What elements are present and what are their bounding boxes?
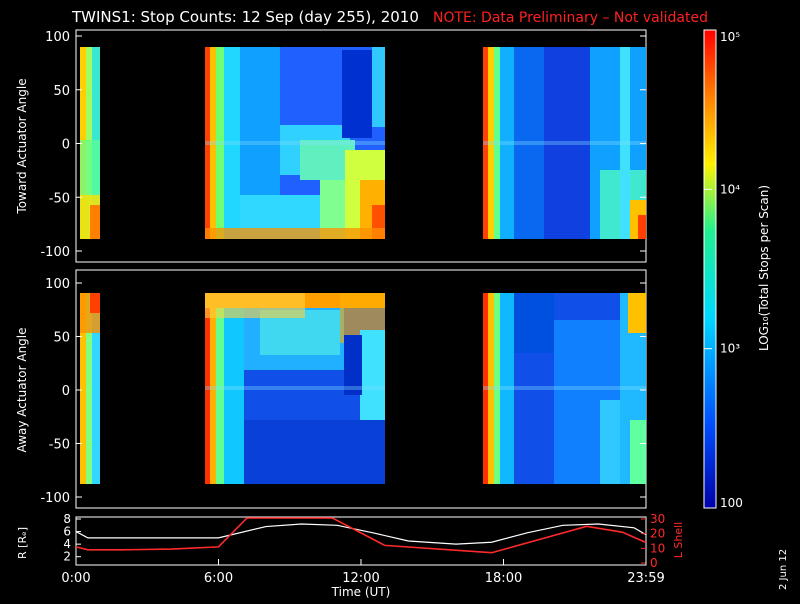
colorbar-tick-label: 10⁴ <box>720 182 740 196</box>
colorbar-label: LOG₁₀(Total Stops per Scan) <box>757 185 771 351</box>
chart-title: TWINS1: Stop Counts: 12 Sep (day 255), 2… <box>71 8 419 26</box>
away-heatmap-block <box>210 293 216 484</box>
colorbar: 10⁵ 10⁴ 10³ 100 LOG₁₀(Total Stops per Scan) <box>703 29 771 510</box>
side-date: 2 Jun 12 <box>778 549 789 590</box>
toward-heatmap-block <box>483 141 646 145</box>
lshell-series-line <box>75 517 647 554</box>
orbit-lines <box>75 517 647 554</box>
y-tick-label: 100 <box>45 277 70 292</box>
r-series-line <box>75 523 647 545</box>
lshell-tick-label: 20 <box>650 527 665 541</box>
colorbar-tick-label: 10³ <box>720 342 740 356</box>
toward-heatmap-block <box>210 47 216 239</box>
away-heatmap-block <box>630 420 646 484</box>
x-tick-label: 0:00 <box>61 571 90 586</box>
away-heatmap-block <box>216 293 224 484</box>
away-heatmap-block <box>628 293 646 333</box>
y-tick-label: 50 <box>53 84 70 99</box>
time-x-ticks: 0:00 6:00 12:00 18:00 23:59 <box>61 559 665 586</box>
x-tick-label: 18:00 <box>485 571 522 586</box>
away-heatmap-block <box>500 293 514 484</box>
toward-heatmap-block <box>500 47 514 239</box>
away-heatmap-block <box>205 293 210 484</box>
toward-heatmap-block <box>205 228 385 239</box>
y-tick-label: 100 <box>45 30 70 45</box>
away-heatmap-block <box>483 386 646 390</box>
colorbar-gradient <box>703 29 717 509</box>
away-heatmap-block <box>483 293 488 484</box>
x-tick-label: 6:00 <box>204 571 233 586</box>
y-tick-label: 50 <box>53 331 70 346</box>
away-heatmap-block <box>224 293 244 484</box>
lshell-tick-label: 10 <box>650 541 665 555</box>
lshell-axis-label: L Shell <box>672 522 685 558</box>
away-heatmap-block <box>244 420 385 484</box>
toward-y-ticks: 100 50 0 -50 -100 <box>40 30 646 260</box>
away-heatmap-block <box>514 293 554 353</box>
y-tick-label: -50 <box>49 438 70 453</box>
away-heatmap-block <box>344 335 362 395</box>
toward-heatmap-block <box>488 47 494 239</box>
toward-heatmap-block <box>342 50 372 138</box>
away-heatmap-block <box>360 330 385 430</box>
away-heatmap-block <box>90 293 100 313</box>
r-tick-label: 8 <box>63 512 71 526</box>
toward-heatmap-block <box>514 47 544 239</box>
toward-y-axis-label: Toward Actuator Angle <box>15 78 29 214</box>
lshell-tick-label: 30 <box>650 512 665 526</box>
colorbar-ticks: 10⁵ 10⁴ 10³ 100 <box>704 29 743 510</box>
lshell-tick-label: 0 <box>650 556 658 570</box>
away-y-ticks: 100 50 0 -50 -100 <box>40 277 646 506</box>
time-axis-label: Time (UT) <box>331 585 391 599</box>
toward-heatmap-block <box>205 47 210 239</box>
away-heatmap-block <box>488 293 494 484</box>
y-tick-label: -50 <box>49 191 70 206</box>
x-tick-label: 23:59 <box>627 571 664 586</box>
r-axis-label: R [Rₑ] <box>16 527 29 559</box>
toward-heatmap <box>80 47 646 239</box>
toward-heatmap-block <box>216 47 224 239</box>
toward-heatmap-block <box>494 47 500 239</box>
y-tick-label: -100 <box>40 245 70 260</box>
toward-heatmap-block <box>205 141 385 145</box>
toward-heatmap-block <box>620 47 630 239</box>
toward-heatmap-block <box>483 47 488 239</box>
colorbar-tick-label: 100 <box>720 496 743 510</box>
away-heatmap-block <box>205 386 385 390</box>
r-tick-label: 6 <box>63 525 71 539</box>
away-heatmap-block <box>494 293 500 484</box>
toward-heatmap-block <box>224 47 240 239</box>
away-heatmap <box>80 293 646 484</box>
toward-heatmap-block <box>90 205 100 239</box>
away-heatmap-block <box>205 293 305 318</box>
toward-panel: 100 50 0 -50 -100 Toward Actuator Angle <box>15 29 647 263</box>
y-tick-label: -100 <box>40 491 70 506</box>
toward-heatmap-block <box>372 47 385 127</box>
y-tick-label: 0 <box>62 138 70 153</box>
away-heatmap-block <box>86 293 92 484</box>
x-tick-label: 12:00 <box>342 571 379 586</box>
r-tick-label: 4 <box>63 537 71 551</box>
away-panel: 100 50 0 -50 -100 Away Actuator Angle <box>15 269 647 509</box>
away-heatmap-block <box>80 293 86 484</box>
y-tick-label: 0 <box>62 384 70 399</box>
r-tick-label: 2 <box>63 550 71 564</box>
orbit-panel-frame <box>75 516 647 566</box>
preliminary-note: NOTE: Data Preliminary – Not validated <box>433 10 708 26</box>
away-y-axis-label: Away Actuator Angle <box>15 327 29 452</box>
colorbar-tick-label: 10⁵ <box>720 30 740 44</box>
toward-heatmap-block <box>638 215 646 239</box>
